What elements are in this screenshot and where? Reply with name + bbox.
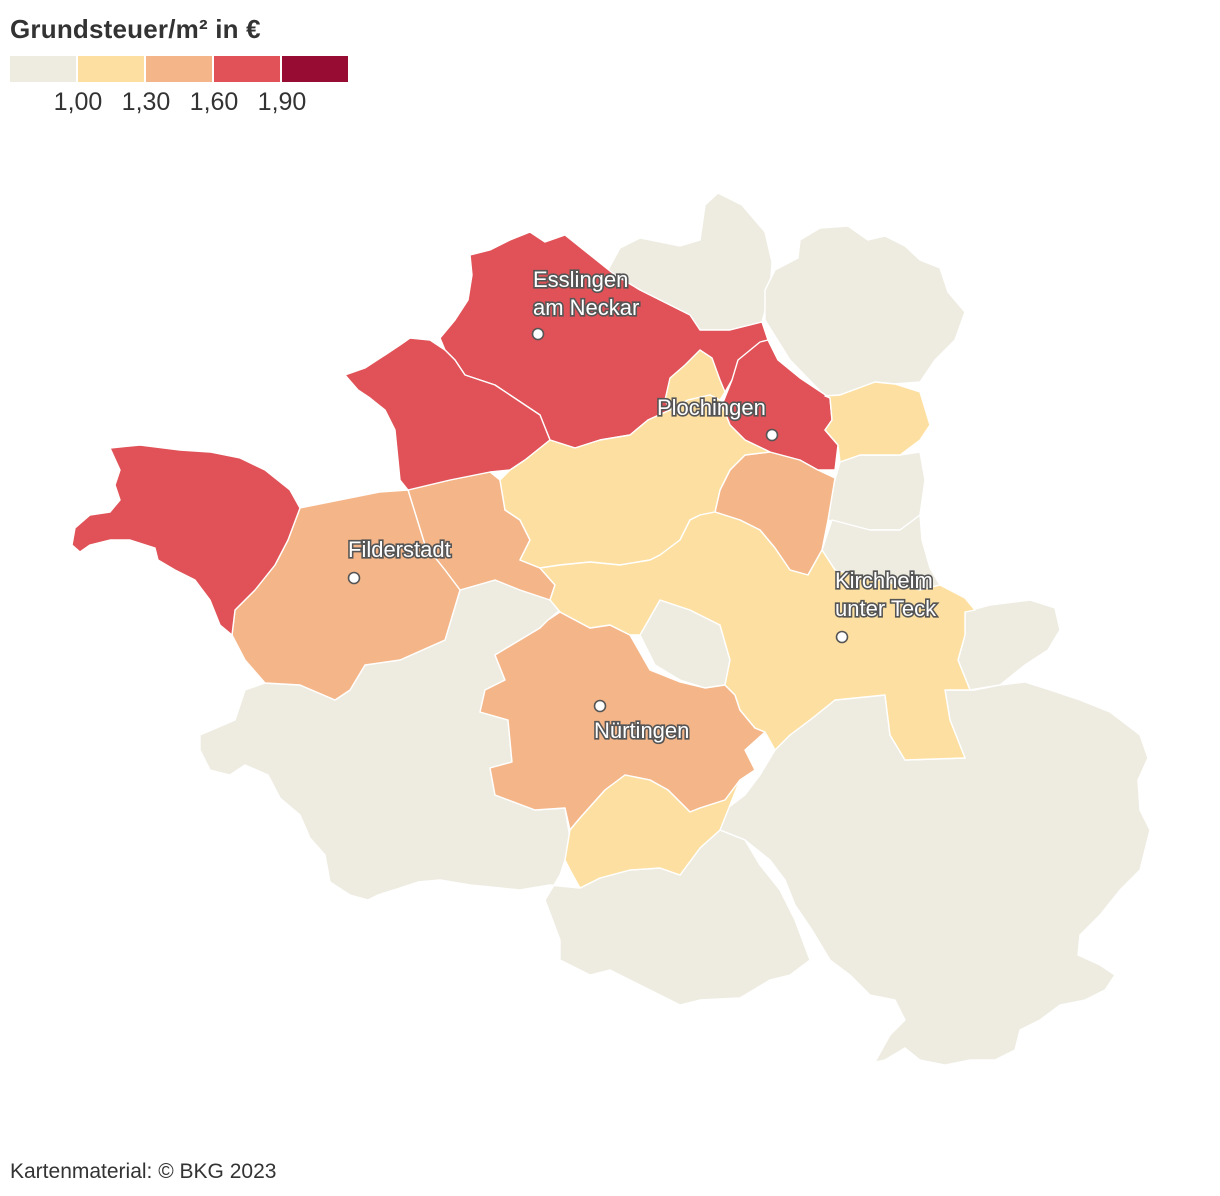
city-marker-plochingen (765, 428, 779, 442)
city-label-plochingen: Plochingen (657, 395, 766, 420)
city-label-kirchheim: Kirchheim (835, 568, 933, 593)
region-east-yellow (824, 381, 931, 463)
color-legend: 1,00 1,30 1,60 1,90 (10, 56, 350, 116)
region-center-yellow-2 (539, 511, 976, 761)
legend-swatch-3 (146, 56, 212, 82)
region-south-yellow (564, 774, 741, 889)
city-label-kirchheim: unter Teck (835, 596, 937, 621)
city-marker-esslingen (531, 327, 545, 341)
legend-tick-2: 1,30 (121, 88, 171, 116)
legend-tick-4: 1,90 (257, 88, 307, 116)
city-marker-filderstadt (347, 571, 361, 585)
city-label-esslingen: am Neckar (533, 295, 639, 320)
region-south-east (719, 681, 1151, 1066)
city-marker-kirchheim (835, 630, 849, 644)
region-east-3 (957, 599, 1061, 691)
city-label-filderstadt: Filderstadt (348, 537, 451, 562)
legend-tick-3: 1,60 (189, 88, 239, 116)
legend-swatch-2 (78, 56, 144, 82)
legend-swatch-5 (282, 56, 348, 82)
city-label-esslingen: Esslingen (533, 267, 628, 292)
legend-tick-1: 1,00 (53, 88, 103, 116)
city-label-nuertingen: Nürtingen (594, 718, 689, 743)
region-east-1 (827, 451, 926, 531)
map-title: Grundsteuer/m² in € (10, 14, 261, 44)
region-north-east-2 (764, 225, 966, 397)
city-marker-nuertingen (593, 699, 607, 713)
region-leinfelden (71, 444, 301, 636)
legend-swatch-1 (10, 56, 76, 82)
map-source-credit: Kartenmaterial: © BKG 2023 (10, 1160, 277, 1183)
legend-swatch-4 (214, 56, 280, 82)
